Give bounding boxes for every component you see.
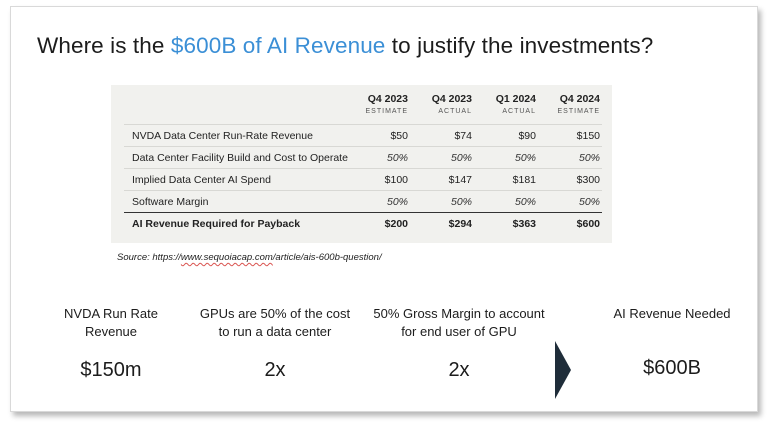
summary-value: 2x [448,359,470,381]
source-citation: Source: https://www.sequoiacap.com/artic… [117,252,382,263]
cell: 50% [474,190,538,213]
title-prefix: Where is the [37,33,171,58]
cell: $74 [410,124,474,147]
column-header: Q1 2024 ACTUAL [495,93,536,115]
cell: 50% [346,146,410,169]
cell: $90 [474,124,538,147]
revenue-table: Q4 2023 ESTIMATE Q4 2023 ACTUAL Q1 2024 ACT… [124,93,602,234]
column-header: Q4 2023 ESTIMATE [365,93,408,115]
source-link: www.sequoiacap.com [180,252,273,263]
cell: $300 [538,168,602,191]
summary-gpu-cost: GPUs are 50% of the cost to run a data c… [187,305,363,381]
cell: 50% [538,146,602,169]
cell: $150 [538,124,602,147]
row-label: NVDA Data Center Run-Rate Revenue [124,124,346,147]
row-label: AI Revenue Required for Payback [124,212,346,234]
summary-label: Revenue [84,324,138,339]
revenue-table-panel: Q4 2023 ESTIMATE Q4 2023 ACTUAL Q1 2024 ACT… [111,85,612,243]
table-row: Software Margin 50% 50% 50% 50% [124,190,602,213]
summary-label: GPUs are 50% of the cost [199,306,351,321]
row-label: Implied Data Center AI Spend [124,168,346,191]
chevron-right-icon [555,341,571,399]
summary-label: 50% Gross Margin to account [373,306,545,321]
summary-value: 2x [264,359,286,381]
summary-gross-margin: 50% Gross Margin to account for end user… [367,305,551,381]
cell: 50% [410,146,474,169]
title-accent: $600B of AI Revenue [170,33,386,58]
title-suffix: to justify the investments? [385,33,654,58]
cell: $147 [410,168,474,191]
cell: 50% [346,190,410,213]
table-row: Implied Data Center AI Spend $100 $147 $… [124,168,602,191]
cell: $181 [474,168,538,191]
summary-label: AI Revenue Needed [613,306,731,321]
cell: $363 [474,212,538,234]
cell: $600 [538,212,602,234]
summary-value: $150m [80,359,142,381]
summary-run-rate: NVDA Run Rate Revenue $150m [57,305,165,381]
header-blank [124,93,346,125]
cell: $50 [346,124,410,147]
column-header: Q4 2024 ESTIMATE [557,93,600,115]
summary-value: $600B [643,357,701,379]
summary-label: for end user of GPU [401,324,517,339]
cell: $100 [346,168,410,191]
slide-title: Where is the $600B of AI Revenue to just… [37,33,653,59]
cell: 50% [474,146,538,169]
table-row: NVDA Data Center Run-Rate Revenue $50 $7… [124,124,602,147]
row-label: Software Margin [124,190,346,213]
cell: 50% [538,190,602,213]
slide: Where is the $600B of AI Revenue to just… [10,6,758,412]
table-total-row: AI Revenue Required for Payback $200 $29… [124,212,602,234]
row-label: Data Center Facility Build and Cost to O… [124,146,348,169]
table-row: Data Center Facility Build and Cost to O… [124,146,602,169]
cell: 50% [410,190,474,213]
summary-label: NVDA Run Rate [64,306,158,321]
summary-revenue-needed: AI Revenue Needed $600B [603,305,741,379]
cell: $200 [346,212,410,234]
summary-label: to run a data center [218,324,332,339]
cell: $294 [410,212,474,234]
table-header-row: Q4 2023 ESTIMATE Q4 2023 ACTUAL Q1 2024 ACT… [124,93,602,125]
column-header: Q4 2023 ACTUAL [431,93,472,115]
